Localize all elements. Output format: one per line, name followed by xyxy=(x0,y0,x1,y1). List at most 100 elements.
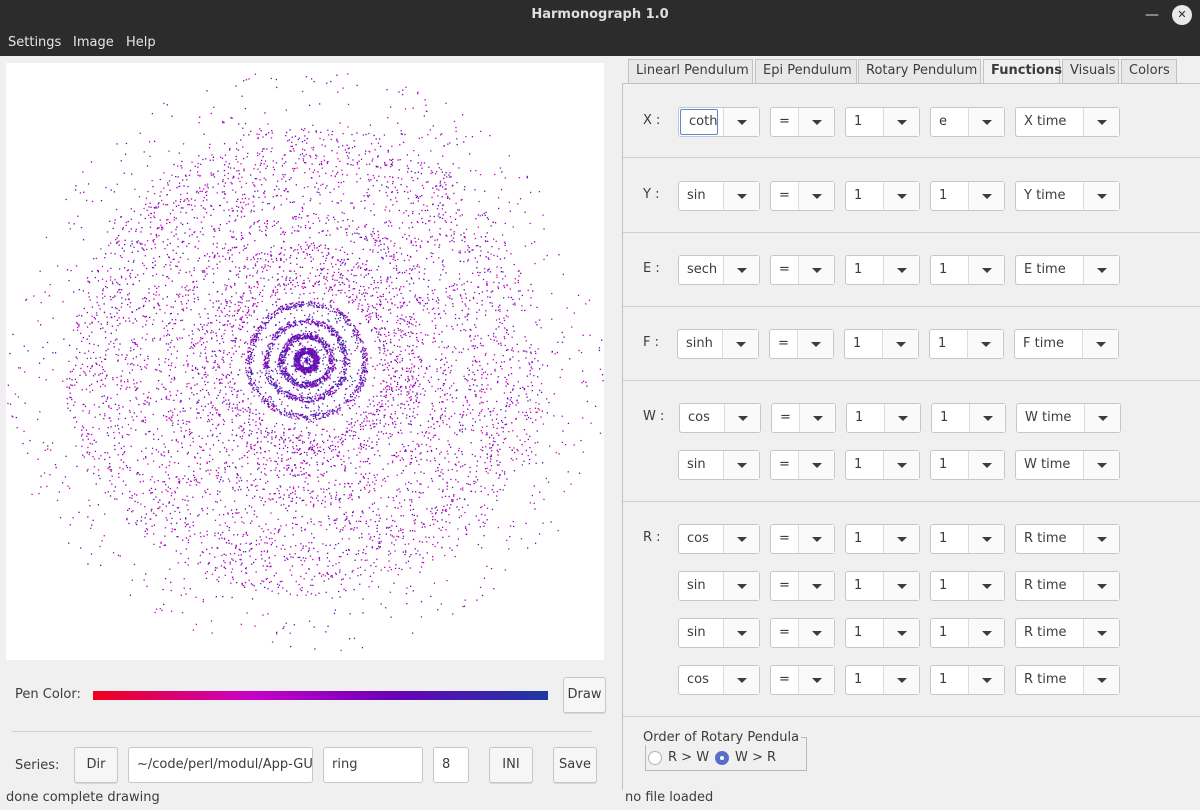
chevron-down-icon[interactable] xyxy=(798,108,834,136)
f-constant-select[interactable]: 1 xyxy=(929,329,1004,359)
r4-constant-select[interactable]: 1 xyxy=(930,665,1005,695)
r4-operator-select[interactable]: = xyxy=(770,665,835,695)
r3-operator-select[interactable]: = xyxy=(770,618,835,648)
chevron-down-icon[interactable] xyxy=(969,404,1005,432)
draw-button[interactable]: Draw xyxy=(563,677,606,713)
chevron-down-icon[interactable] xyxy=(1083,451,1119,479)
chevron-down-icon[interactable] xyxy=(1083,256,1119,284)
w1-factor-select[interactable]: 1 xyxy=(846,403,921,433)
close-button[interactable]: ✕ xyxy=(1172,5,1192,25)
tab-colors[interactable]: Colors xyxy=(1121,59,1177,83)
e-operator-select[interactable]: = xyxy=(770,255,835,285)
w1-variable-select[interactable]: W time xyxy=(1016,403,1121,433)
r4-variable-select[interactable]: R time xyxy=(1015,665,1120,695)
chevron-down-icon[interactable] xyxy=(882,330,918,358)
chevron-down-icon[interactable] xyxy=(722,330,758,358)
r2-operator-select[interactable]: = xyxy=(770,571,835,601)
chevron-down-icon[interactable] xyxy=(723,256,759,284)
chevron-down-icon[interactable] xyxy=(798,182,834,210)
x-function-select[interactable]: coth xyxy=(678,107,760,137)
chevron-down-icon[interactable] xyxy=(883,182,919,210)
e-constant-select[interactable]: 1 xyxy=(930,255,1005,285)
chevron-down-icon[interactable] xyxy=(883,451,919,479)
chevron-down-icon[interactable] xyxy=(968,108,1004,136)
w2-constant-select[interactable]: 1 xyxy=(930,450,1005,480)
y-operator-select[interactable]: = xyxy=(770,181,835,211)
dir-button[interactable]: Dir xyxy=(74,747,118,783)
w1-function-select[interactable]: cos xyxy=(679,403,761,433)
e-factor-select[interactable]: 1 xyxy=(845,255,920,285)
chevron-down-icon[interactable] xyxy=(968,451,1004,479)
r1-operator-select[interactable]: = xyxy=(770,524,835,554)
tab-linear-pendulum[interactable]: Linearl Pendulum xyxy=(628,59,753,83)
chevron-down-icon[interactable] xyxy=(799,404,835,432)
chevron-down-icon[interactable] xyxy=(723,525,759,553)
radio-w-before-r-label[interactable]: W > R xyxy=(735,750,777,765)
r3-function-select[interactable]: sin xyxy=(678,618,760,648)
e-function-select[interactable]: sech xyxy=(678,255,760,285)
minimize-button[interactable]: — xyxy=(1145,7,1159,23)
drawing-canvas[interactable] xyxy=(6,63,604,660)
chevron-down-icon[interactable] xyxy=(968,572,1004,600)
chevron-down-icon[interactable] xyxy=(884,404,920,432)
series-name-input[interactable]: ring xyxy=(323,747,423,783)
r1-function-select[interactable]: cos xyxy=(678,524,760,554)
w2-function-select[interactable]: sin xyxy=(678,450,760,480)
w2-operator-select[interactable]: = xyxy=(770,450,835,480)
chevron-down-icon[interactable] xyxy=(968,182,1004,210)
radio-r-before-w-label[interactable]: R > W xyxy=(668,750,710,765)
chevron-down-icon[interactable] xyxy=(724,404,760,432)
chevron-down-icon[interactable] xyxy=(968,525,1004,553)
chevron-down-icon[interactable] xyxy=(723,108,759,136)
w2-variable-select[interactable]: W time xyxy=(1015,450,1120,480)
f-function-select[interactable]: sinh xyxy=(677,329,759,359)
chevron-down-icon[interactable] xyxy=(883,666,919,694)
r2-factor-select[interactable]: 1 xyxy=(845,571,920,601)
chevron-down-icon[interactable] xyxy=(968,619,1004,647)
chevron-down-icon[interactable] xyxy=(967,330,1003,358)
chevron-down-icon[interactable] xyxy=(798,525,834,553)
save-button[interactable]: Save xyxy=(553,747,597,783)
menu-help[interactable]: Help xyxy=(126,35,156,50)
tab-functions[interactable]: Functions xyxy=(983,59,1062,84)
r3-variable-select[interactable]: R time xyxy=(1015,618,1120,648)
y-function-select[interactable]: sin xyxy=(678,181,760,211)
series-path-input[interactable]: ~/code/perl/modul/App-GU xyxy=(128,747,313,783)
pen-color-gradient[interactable] xyxy=(93,691,548,700)
chevron-down-icon[interactable] xyxy=(968,256,1004,284)
r3-factor-select[interactable]: 1 xyxy=(845,618,920,648)
chevron-down-icon[interactable] xyxy=(1083,182,1119,210)
r4-function-select[interactable]: cos xyxy=(678,665,760,695)
ini-button[interactable]: INI xyxy=(489,747,533,783)
chevron-down-icon[interactable] xyxy=(798,572,834,600)
chevron-down-icon[interactable] xyxy=(968,666,1004,694)
chevron-down-icon[interactable] xyxy=(883,525,919,553)
r1-constant-select[interactable]: 1 xyxy=(930,524,1005,554)
chevron-down-icon[interactable] xyxy=(1083,108,1119,136)
chevron-down-icon[interactable] xyxy=(1084,404,1120,432)
menu-image[interactable]: Image xyxy=(73,35,114,50)
x-operator-select[interactable]: = xyxy=(770,107,835,137)
series-number-input[interactable]: 8 xyxy=(433,747,469,783)
tab-visuals[interactable]: Visuals xyxy=(1062,59,1119,83)
y-factor-select[interactable]: 1 xyxy=(845,181,920,211)
chevron-down-icon[interactable] xyxy=(797,330,833,358)
r2-constant-select[interactable]: 1 xyxy=(930,571,1005,601)
chevron-down-icon[interactable] xyxy=(798,256,834,284)
chevron-down-icon[interactable] xyxy=(883,256,919,284)
r4-factor-select[interactable]: 1 xyxy=(845,665,920,695)
chevron-down-icon[interactable] xyxy=(1083,619,1119,647)
chevron-down-icon[interactable] xyxy=(798,451,834,479)
chevron-down-icon[interactable] xyxy=(798,619,834,647)
x-factor-select[interactable]: 1 xyxy=(845,107,920,137)
radio-r-before-w[interactable] xyxy=(648,751,662,765)
chevron-down-icon[interactable] xyxy=(723,666,759,694)
chevron-down-icon[interactable] xyxy=(723,451,759,479)
tab-rotary-pendulum[interactable]: Rotary Pendulum xyxy=(858,59,981,83)
chevron-down-icon[interactable] xyxy=(883,572,919,600)
w1-constant-select[interactable]: 1 xyxy=(931,403,1006,433)
x-constant-select[interactable]: e xyxy=(930,107,1005,137)
w1-operator-select[interactable]: = xyxy=(771,403,836,433)
chevron-down-icon[interactable] xyxy=(1083,572,1119,600)
chevron-down-icon[interactable] xyxy=(723,182,759,210)
